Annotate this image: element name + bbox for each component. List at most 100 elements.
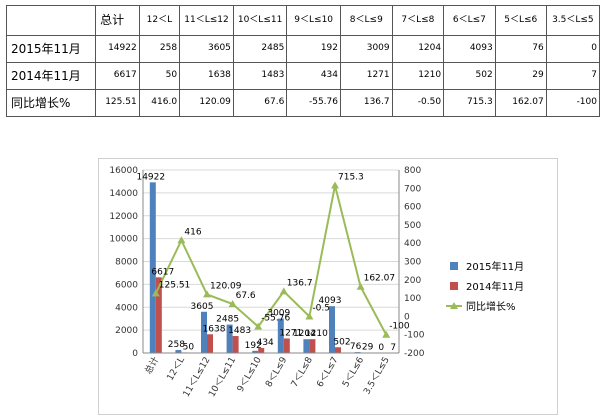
table-cell: 192 (286, 35, 341, 63)
bar (258, 348, 265, 353)
table-cell: 1271 (340, 62, 393, 90)
data-table: 总计 12＜L 11＜L≤12 10＜L≤11 9＜L≤10 8＜L≤9 7＜L… (5, 5, 600, 117)
table-cell: 502 (443, 62, 496, 90)
table-cell: 29 (494, 62, 547, 90)
table-cell: 0 (545, 35, 600, 63)
bar-data-label: 1638 (203, 324, 226, 334)
growth-data-label: 67.6 (236, 291, 256, 301)
y-left-tick-label: 14000 (109, 189, 138, 199)
bar (226, 324, 233, 353)
bar (232, 336, 239, 353)
table-cell: 50 (138, 62, 181, 90)
y-right-tick-label: 300 (404, 258, 421, 268)
table-cell: 3009 (340, 35, 393, 63)
table-cell: 136.7 (340, 89, 393, 117)
growth-marker (279, 287, 288, 295)
bar (309, 339, 316, 353)
growth-data-label: -55.76 (261, 314, 290, 324)
bar-data-label: 0 (378, 343, 384, 353)
y-left-tick-label: 6000 (115, 280, 138, 290)
header-cell: 11＜L≤12 (179, 5, 234, 36)
header-cell: 6＜L≤7 (443, 5, 496, 36)
table-cell: -100 (545, 89, 600, 117)
table-cell: 120.09 (179, 89, 234, 117)
row-label: 2014年11月 (5, 62, 97, 90)
header-cell: 9＜L≤10 (286, 5, 341, 36)
bar (207, 334, 213, 353)
row-label: 同比增长% (5, 89, 97, 117)
growth-marker (228, 300, 237, 308)
y-right-tick-label: 700 (404, 184, 421, 194)
header-cell (5, 5, 97, 36)
table-cell: 1204 (391, 35, 445, 63)
legend-marker (450, 302, 458, 309)
table-cell: 258 (138, 35, 181, 63)
header-cell: 5＜L≤6 (494, 5, 547, 36)
bar-data-label: 192 (245, 341, 262, 351)
bar-data-label: 14922 (136, 172, 165, 182)
bar-data-label: 3009 (267, 309, 290, 319)
growth-data-label: 715.3 (338, 173, 364, 183)
table-cell: -0.50 (391, 89, 445, 117)
row-label: 2015年11月 (5, 35, 97, 63)
y-left-tick-label: 2000 (115, 326, 138, 336)
bar (303, 339, 310, 353)
legend-label: 2014年11月 (466, 280, 524, 293)
growth-data-label: 416 (184, 227, 201, 237)
bar (283, 338, 290, 353)
bar (201, 311, 207, 353)
bar (175, 350, 182, 353)
header-cell: 7＜L≤8 (391, 5, 445, 36)
bar-data-label: 502 (333, 337, 350, 347)
header-cell: 3.5＜L≤5 (545, 5, 600, 36)
bar-data-label: 6617 (151, 267, 174, 277)
bar-data-label: 4093 (319, 296, 342, 306)
bar-data-label: 1204 (293, 329, 316, 339)
axes (142, 170, 400, 354)
bar-data-label: 50 (183, 342, 195, 352)
bar-data-label: 76 (350, 342, 362, 352)
y-left-tick-label: 4000 (115, 303, 138, 313)
table-cell: 4093 (443, 35, 496, 63)
table-cell: 67.6 (232, 89, 288, 117)
table-cell: 162.07 (494, 89, 547, 117)
growth-marker (331, 181, 339, 189)
growth-marker (203, 290, 211, 298)
header-cell: 总计 (95, 5, 140, 36)
table-cell: 2485 (232, 35, 288, 63)
table-cell: 6617 (95, 62, 140, 90)
y-right-tick-label: 100 (404, 294, 421, 304)
bar (155, 277, 162, 353)
y-right-tick-label: 400 (404, 239, 421, 249)
table-cell: 1210 (391, 62, 445, 90)
bar (329, 306, 335, 353)
header-cell: 12＜L (138, 5, 181, 36)
growth-line-path (154, 185, 388, 336)
table-cell: 125.51 (95, 89, 140, 117)
table-cell: 416.0 (138, 89, 181, 117)
bar-data-label: 434 (257, 338, 274, 348)
table-cell: 76 (494, 35, 547, 63)
table-row: 2014年11月 6617 50 1638 1483 434 1271 1210… (5, 62, 600, 90)
bars (149, 182, 393, 353)
growth-line (151, 181, 391, 338)
y-left-tick-label: 8000 (115, 258, 138, 268)
table-cell: 1638 (179, 62, 234, 90)
growth-marker (177, 236, 186, 244)
legend-label: 2015年11月 (466, 260, 524, 273)
bar-data-label: 1271 (279, 328, 302, 338)
y-right-tick-label: -100 (404, 331, 425, 341)
bar (252, 350, 259, 353)
y-right-tick-label: 0 (404, 312, 410, 322)
growth-marker (254, 322, 263, 330)
chart-border (98, 158, 558, 415)
growth-data-label: -0.5 (312, 303, 330, 313)
table-cell: 14922 (95, 35, 140, 63)
bar-data-label: 7 (390, 343, 396, 353)
bar-data-label: 29 (362, 343, 374, 353)
bar-data-label: 1483 (228, 326, 251, 336)
table-row: 2015年11月 14922 258 3605 2485 192 3009 12… (5, 35, 600, 63)
